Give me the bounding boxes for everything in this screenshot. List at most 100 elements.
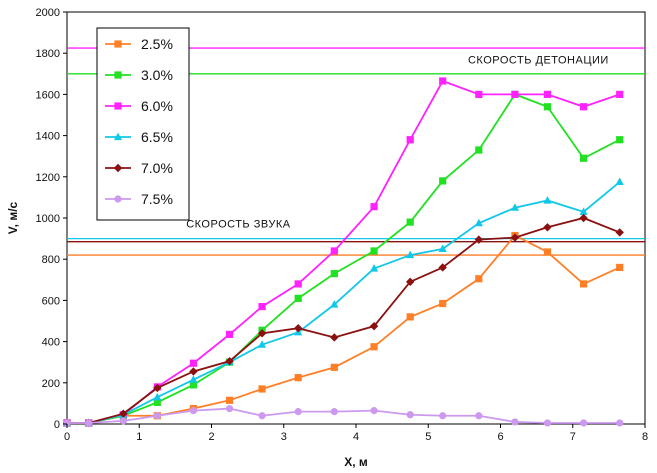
data-point xyxy=(579,213,588,223)
data-point xyxy=(616,90,624,98)
data-point xyxy=(330,247,338,255)
data-point xyxy=(85,419,93,427)
legend-label: 7.0% xyxy=(141,160,173,176)
data-point xyxy=(63,419,71,427)
legend-marker xyxy=(113,132,123,141)
data-point xyxy=(475,275,483,283)
data-point xyxy=(475,412,483,420)
data-point xyxy=(258,385,266,393)
data-point xyxy=(294,280,302,288)
data-point xyxy=(189,367,198,376)
data-point xyxy=(330,270,338,278)
y-axis-title: V, м/с xyxy=(6,201,20,234)
data-point xyxy=(225,356,234,366)
legend-marker xyxy=(114,71,122,79)
y-tick-label: 1200 xyxy=(36,172,60,184)
data-point xyxy=(370,407,378,415)
data-point xyxy=(439,177,447,185)
data-point xyxy=(439,412,447,420)
data-point xyxy=(153,383,162,393)
data-point xyxy=(579,154,588,162)
legend-label: 7.5% xyxy=(141,191,173,207)
data-point xyxy=(119,409,128,418)
data-point xyxy=(258,302,266,311)
data-point xyxy=(330,333,339,342)
legend-label: 6.0% xyxy=(141,98,173,114)
data-point xyxy=(406,411,414,419)
data-point xyxy=(189,359,198,367)
data-point xyxy=(294,408,302,416)
data-point xyxy=(225,330,234,338)
data-point xyxy=(475,146,483,154)
data-point xyxy=(616,419,624,427)
x-tick-label: 8 xyxy=(642,431,648,443)
y-tick-label: 1800 xyxy=(36,48,60,60)
data-point xyxy=(405,277,415,287)
data-point xyxy=(257,329,267,338)
data-point xyxy=(370,247,378,255)
data-point xyxy=(579,419,588,427)
data-point xyxy=(153,398,161,406)
data-point xyxy=(189,407,198,415)
data-point xyxy=(543,196,552,204)
data-point xyxy=(475,90,483,98)
data-point xyxy=(543,90,552,98)
data-point xyxy=(510,233,520,242)
data-point xyxy=(579,207,588,215)
data-point xyxy=(543,223,552,232)
data-point xyxy=(543,419,552,427)
reference-annotation: СКОРОСТЬ ЗВУКА xyxy=(186,218,291,230)
reference-annotation: СКОРОСТЬ ДЕТОНАЦИИ xyxy=(468,55,609,67)
data-point xyxy=(258,412,266,420)
data-point xyxy=(615,228,624,237)
data-point xyxy=(294,324,303,333)
data-point xyxy=(330,300,339,308)
y-tick-label: 1000 xyxy=(36,213,60,225)
x-tick-label: 4 xyxy=(353,431,359,443)
data-point xyxy=(543,248,552,256)
legend-box xyxy=(96,27,190,221)
data-point xyxy=(406,136,414,144)
data-point xyxy=(406,218,414,226)
legend-label: 3.0% xyxy=(141,67,173,83)
data-point xyxy=(615,177,624,186)
legend-label: 6.5% xyxy=(141,129,173,145)
y-tick-label: 1400 xyxy=(36,131,60,143)
legend-marker xyxy=(114,102,122,110)
data-point xyxy=(616,263,624,272)
y-tick-label: 0 xyxy=(54,419,60,431)
y-tick-label: 200 xyxy=(42,378,60,390)
data-point xyxy=(369,321,379,331)
data-point xyxy=(579,280,588,288)
data-point xyxy=(579,103,588,111)
data-point xyxy=(225,404,234,413)
data-point xyxy=(225,396,234,404)
y-tick-label: 600 xyxy=(42,295,60,307)
x-tick-label: 5 xyxy=(425,431,431,443)
y-tick-label: 1600 xyxy=(36,89,60,101)
data-point xyxy=(370,343,378,351)
x-tick-label: 6 xyxy=(497,431,503,443)
data-point xyxy=(257,340,267,348)
x-tick-label: 1 xyxy=(136,431,142,443)
data-point xyxy=(294,294,302,302)
data-point xyxy=(438,263,447,272)
x-tick-label: 3 xyxy=(281,431,287,443)
data-point xyxy=(439,77,447,85)
data-point xyxy=(370,203,378,211)
y-tick-label: 400 xyxy=(42,337,60,349)
data-point xyxy=(330,408,338,416)
data-point xyxy=(406,313,414,321)
data-point xyxy=(511,418,519,426)
legend-marker xyxy=(113,163,123,173)
data-point xyxy=(616,136,624,144)
data-point xyxy=(438,244,447,252)
y-tick-label: 2000 xyxy=(36,7,60,19)
data-point xyxy=(439,299,447,308)
data-point xyxy=(543,103,552,111)
data-point xyxy=(406,250,415,259)
data-point xyxy=(119,417,127,425)
data-point xyxy=(511,90,519,98)
x-tick-label: 7 xyxy=(570,431,576,443)
